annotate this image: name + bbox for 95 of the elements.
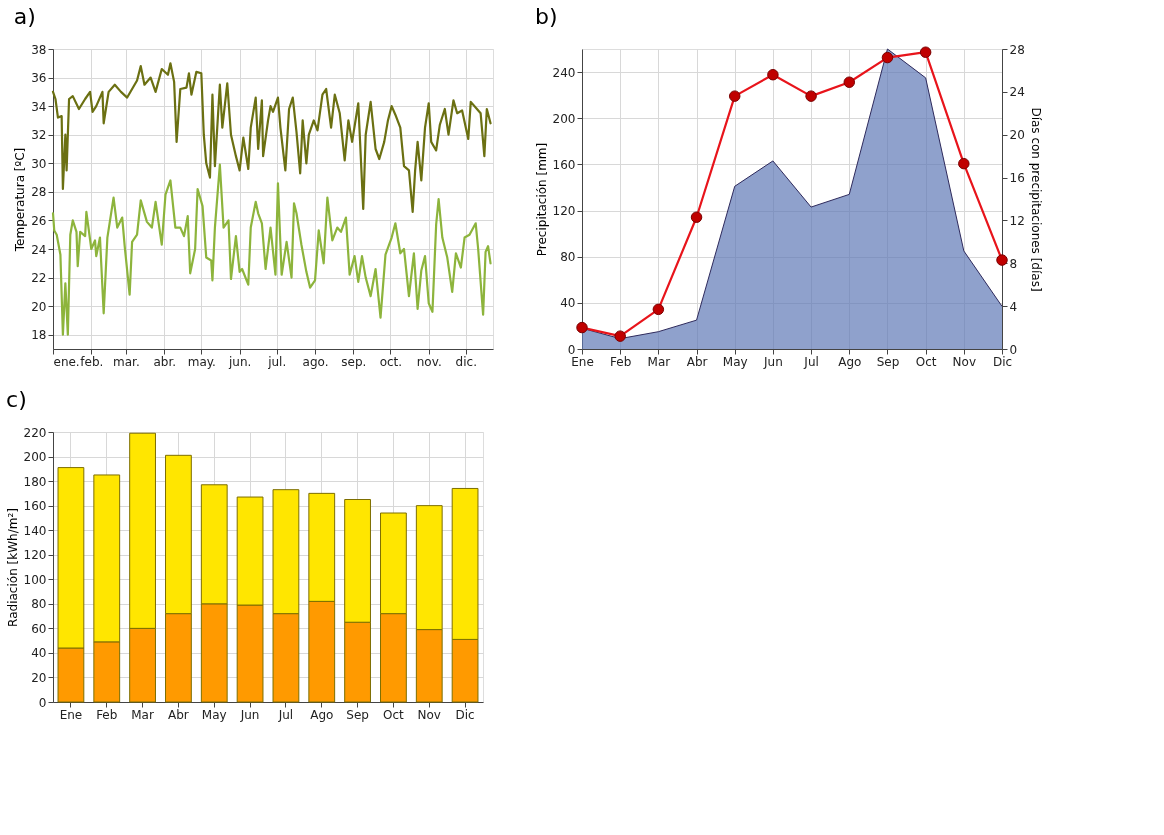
y2-tick-label: 20	[1009, 128, 1025, 143]
x-tick-label: Feb	[610, 354, 632, 369]
y-tick-label: 120	[552, 204, 576, 219]
chart-title: c)	[6, 387, 27, 412]
x-tick-label: Feb	[96, 707, 118, 722]
point	[652, 303, 665, 316]
chart-title: b)	[535, 4, 558, 29]
x-tick-label: Jul	[277, 707, 294, 722]
y-tick-label: 20	[31, 299, 47, 314]
y2-tick-label: 0	[1009, 342, 1018, 357]
y-tick-label: 30	[31, 156, 47, 171]
y-tick-label: 38	[31, 42, 47, 57]
point	[576, 321, 588, 334]
y-tick-label: 22	[31, 271, 47, 286]
point	[728, 90, 741, 102]
y2-tick-label: 4	[1009, 299, 1018, 314]
x-tick-label: feb.	[80, 354, 104, 369]
point	[690, 211, 703, 223]
x-tick-label: Nov	[417, 707, 441, 722]
y2-axis-title: Días con precipitaciones [días]	[1028, 107, 1043, 292]
point	[767, 68, 779, 81]
x-tick-label: Jul	[803, 354, 819, 369]
point	[881, 51, 894, 64]
y-axis-title: Radiación [kWh/m²]	[5, 508, 20, 627]
y-tick-label: 34	[31, 99, 47, 114]
x-tick-label: Jun	[763, 354, 783, 369]
x-tick-label: Ene	[59, 707, 83, 722]
y-tick-label: 80	[560, 250, 576, 265]
y2-tick-label: 12	[1009, 213, 1025, 228]
line-series	[51, 62, 492, 213]
x-tick-label: Sep	[876, 354, 900, 369]
y-tick-label: 40	[31, 646, 47, 661]
x-tick-label: Ene	[571, 354, 594, 369]
y-tick-label: 160	[552, 157, 576, 172]
y-tick-label: 140	[23, 523, 47, 538]
y2-tick-label: 16	[1009, 171, 1025, 186]
x-tick-label: mar.	[113, 354, 140, 369]
chart-title: a)	[13, 4, 36, 29]
y-tick-label: 36	[31, 71, 47, 86]
x-tick-label: Jun	[239, 707, 260, 722]
y-tick-label: 0	[567, 342, 576, 357]
x-tick-label: Mar	[131, 707, 154, 722]
x-tick-label: nov.	[416, 354, 442, 369]
y-tick-label: 120	[23, 548, 47, 563]
y-tick-label: 200	[552, 111, 576, 126]
y-tick-label: 80	[31, 597, 47, 612]
y2-tick-label: 24	[1009, 85, 1025, 100]
y-axis-title: Precipitación [mm]	[534, 142, 549, 257]
x-tick-label: May	[201, 707, 227, 722]
y-tick-label: 28	[31, 185, 47, 200]
point	[843, 76, 856, 88]
x-tick-label: jun.	[227, 354, 252, 369]
x-tick-label: sep.	[341, 354, 367, 369]
x-tick-label: ene.	[53, 354, 80, 369]
y-tick-label: 200	[23, 450, 47, 465]
x-tick-label: dic.	[455, 354, 477, 369]
x-tick-label: may.	[187, 354, 216, 369]
point	[919, 46, 932, 58]
y2-tick-label: 8	[1009, 256, 1018, 271]
y-tick-label: 40	[560, 296, 576, 311]
x-tick-label: Oct	[915, 354, 937, 369]
x-tick-label: Ago	[838, 354, 862, 369]
x-tick-label: Sep	[346, 707, 369, 722]
y-tick-label: 220	[23, 425, 47, 440]
x-tick-label: Oct	[383, 707, 405, 722]
x-tick-label: Ago	[310, 707, 334, 722]
point	[614, 330, 626, 342]
x-tick-label: May	[722, 354, 748, 369]
x-tick-label: jul.	[267, 354, 287, 369]
point	[958, 157, 970, 170]
x-tick-label: Dic	[992, 354, 1013, 369]
y-tick-label: 60	[31, 621, 47, 636]
y-tick-label: 0	[38, 695, 47, 710]
y-tick-label: 160	[23, 499, 47, 514]
x-tick-label: Dic	[455, 707, 475, 722]
y-tick-label: 100	[23, 572, 47, 587]
y-tick-label: 24	[31, 242, 47, 257]
y-axis-title: Temperatura [ºC]	[13, 147, 28, 253]
y-tick-label: 18	[31, 328, 47, 343]
x-tick-label: Abr	[686, 354, 708, 369]
y-tick-label: 180	[23, 474, 47, 489]
point	[996, 254, 1008, 266]
x-tick-label: Nov	[952, 354, 977, 369]
line-series	[51, 163, 492, 336]
y-tick-label: 240	[552, 65, 576, 80]
x-tick-label: Mar	[647, 354, 671, 369]
x-tick-label: abr.	[153, 354, 177, 369]
y-tick-label: 20	[31, 670, 47, 685]
point	[805, 90, 817, 102]
y-tick-label: 32	[31, 128, 47, 143]
y2-tick-label: 28	[1009, 42, 1025, 57]
x-tick-label: ago.	[302, 354, 329, 369]
x-tick-label: oct.	[379, 354, 403, 369]
y-tick-label: 26	[31, 213, 47, 228]
x-tick-label: Abr	[168, 707, 189, 722]
